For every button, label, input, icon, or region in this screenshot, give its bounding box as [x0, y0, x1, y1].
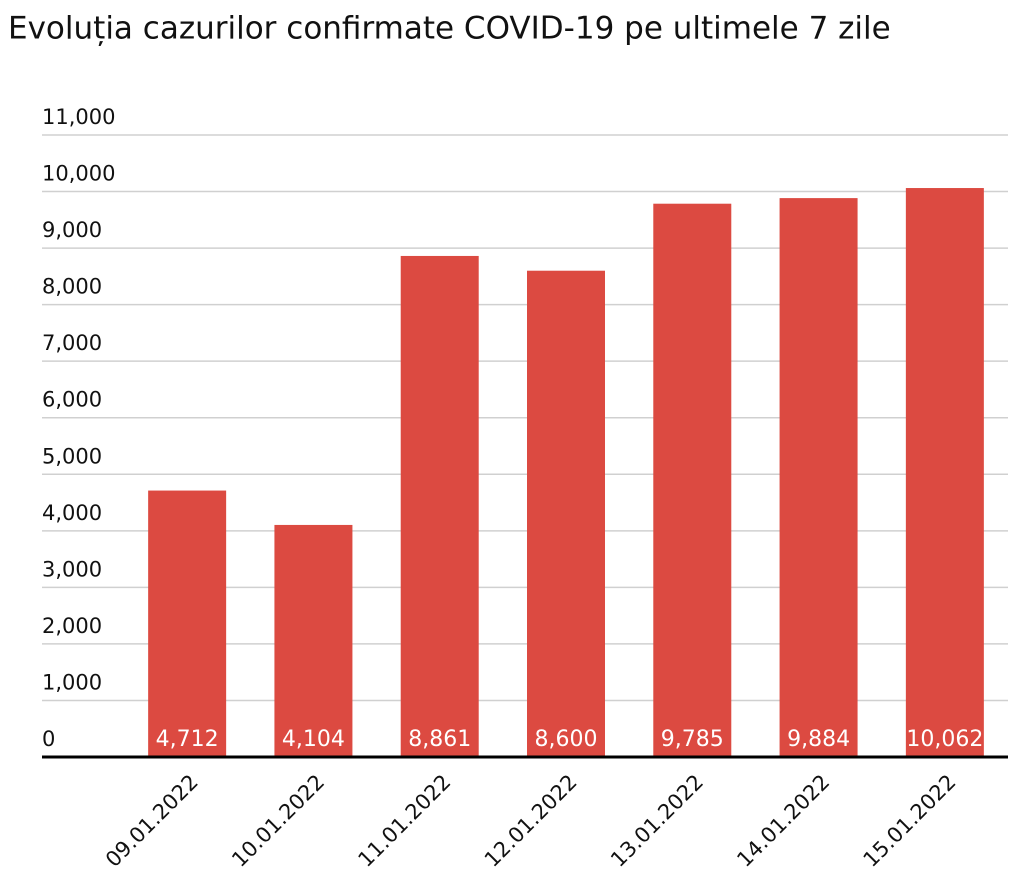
x-tick-label: 12.01.2022 — [480, 770, 582, 872]
y-tick-label: 1,000 — [42, 670, 102, 694]
value-label: 10,062 — [906, 727, 983, 752]
bar — [779, 198, 858, 757]
y-tick-label: 7,000 — [42, 331, 102, 355]
y-tick-label: 9,000 — [42, 218, 102, 242]
bar — [400, 255, 479, 757]
bar — [274, 524, 353, 757]
value-label: 4,712 — [156, 727, 219, 752]
y-tick-label: 10,000 — [42, 162, 115, 186]
x-tick-label: 15.01.2022 — [859, 770, 961, 872]
x-tick-label: 09.01.2022 — [101, 770, 203, 872]
bar — [527, 270, 605, 757]
y-tick-label: 4,000 — [42, 501, 102, 525]
y-tick-label: 3,000 — [42, 557, 102, 581]
chart-title: Evoluția cazurilor confirmate COVID-19 p… — [8, 11, 891, 47]
y-tick-label: 6,000 — [42, 388, 102, 412]
value-label: 8,861 — [408, 727, 471, 752]
value-label: 8,600 — [535, 727, 598, 752]
value-label: 4,104 — [282, 727, 345, 752]
x-tick-label: 14.01.2022 — [732, 770, 834, 872]
bar — [653, 203, 732, 757]
value-label: 9,884 — [787, 727, 850, 752]
bar — [148, 490, 227, 757]
y-tick-label: 5,000 — [42, 444, 102, 468]
x-tick-label: 13.01.2022 — [606, 770, 708, 872]
y-tick-label: 8,000 — [42, 275, 102, 299]
value-label: 9,785 — [661, 727, 724, 752]
y-tick-label: 11,000 — [42, 105, 115, 129]
y-tick-label: 0 — [42, 727, 55, 751]
x-tick-label: 11.01.2022 — [353, 770, 455, 872]
x-tick-label: 10.01.2022 — [227, 770, 329, 872]
bar — [905, 188, 984, 757]
y-tick-label: 2,000 — [42, 614, 102, 638]
